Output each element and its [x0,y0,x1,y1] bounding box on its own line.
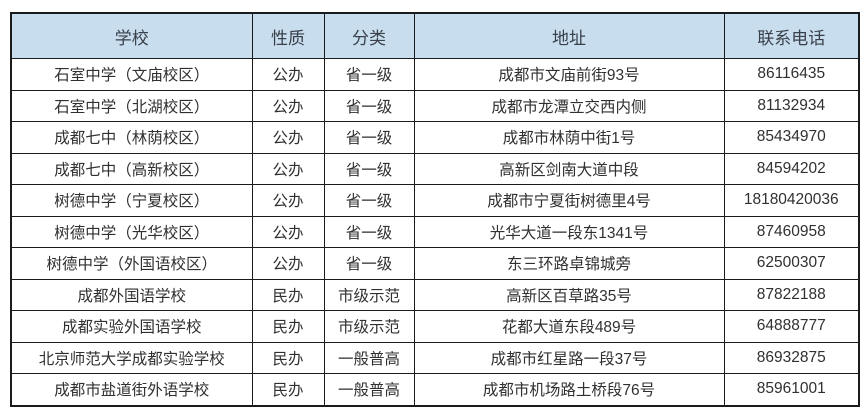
cell-school: 成都七中（高新校区） [10,152,253,185]
cell-nature: 民办 [251,278,325,311]
cell-address: 光华大道一段东1341号 [413,215,725,248]
cell-school: 成都市盐道街外语学校 [10,373,253,406]
cell-phone: 85961001 [723,373,860,406]
cell-phone: 84594202 [723,152,860,185]
cell-school: 成都七中（林荫校区） [10,121,253,154]
school-table: 学校 性质 分类 地址 联系电话 石室中学（文庙校区） 公办 省一级 成都市文庙前街9… [10,12,860,407]
cell-nature: 公办 [251,247,325,280]
table-row: 北京师范大学成都实验学校 民办 一般普高 成都市红星路一段37号 86932875 [10,341,860,374]
cell-address: 成都市林荫中街1号 [413,121,725,154]
cell-nature: 公办 [251,215,325,248]
cell-school: 树德中学（外国语校区） [10,247,253,280]
cell-category: 省一级 [323,152,415,185]
table-row: 成都七中（林荫校区） 公办 省一级 成都市林荫中街1号 85434970 [10,121,860,154]
table-row: 石室中学（北湖校区） 公办 省一级 成都市龙潭立交西内侧 81132934 [10,89,860,122]
cell-nature: 公办 [251,152,325,185]
header-row: 学校 性质 分类 地址 联系电话 [10,12,860,59]
cell-phone: 62500307 [723,247,860,280]
table-header: 学校 性质 分类 地址 联系电话 [10,12,860,59]
cell-address: 高新区剑南大道中段 [413,152,725,185]
cell-address: 花都大道东段489号 [413,310,725,343]
cell-nature: 公办 [251,184,325,217]
cell-phone: 87460958 [723,215,860,248]
cell-category: 市级示范 [323,310,415,343]
table-body: 石室中学（文庙校区） 公办 省一级 成都市文庙前街93号 86116435 石室中学（北湖… [10,58,860,406]
table-row: 成都外国语学校 民办 市级示范 高新区百草路35号 87822188 [10,278,860,311]
cell-address: 成都市龙潭立交西内侧 [413,89,725,122]
header-school: 学校 [10,12,253,59]
cell-address: 东三环路卓锦城旁 [413,247,725,280]
cell-school: 石室中学（文庙校区） [10,58,253,91]
cell-category: 省一级 [323,121,415,154]
cell-category: 省一级 [323,215,415,248]
cell-nature: 民办 [251,310,325,343]
table-row: 成都七中（高新校区） 公办 省一级 高新区剑南大道中段 84594202 [10,152,860,185]
header-address: 地址 [413,12,725,59]
cell-address: 成都市机场路土桥段76号 [413,373,725,406]
table-row: 成都实验外国语学校 民办 市级示范 花都大道东段489号 64888777 [10,310,860,343]
cell-school: 石室中学（北湖校区） [10,89,253,122]
cell-nature: 公办 [251,58,325,91]
cell-category: 省一级 [323,247,415,280]
table-row: 石室中学（文庙校区） 公办 省一级 成都市文庙前街93号 86116435 [10,58,860,91]
cell-school: 北京师范大学成都实验学校 [10,341,253,374]
cell-phone: 87822188 [723,278,860,311]
cell-address: 成都市红星路一段37号 [413,341,725,374]
cell-address: 成都市文庙前街93号 [413,58,725,91]
cell-nature: 公办 [251,89,325,122]
cell-school: 树德中学（宁夏校区） [10,184,253,217]
cell-school: 成都实验外国语学校 [10,310,253,343]
header-category: 分类 [323,12,415,59]
table-row: 树德中学（外国语校区） 公办 省一级 东三环路卓锦城旁 62500307 [10,247,860,280]
cell-school: 树德中学（光华校区） [10,215,253,248]
cell-phone: 86932875 [723,341,860,374]
cell-address: 成都市宁夏街树德里4号 [413,184,725,217]
cell-category: 市级示范 [323,278,415,311]
cell-nature: 民办 [251,373,325,406]
cell-phone: 81132934 [723,89,860,122]
table-row: 树德中学（宁夏校区） 公办 省一级 成都市宁夏街树德里4号 18180420036 [10,184,860,217]
cell-nature: 民办 [251,341,325,374]
cell-phone: 86116435 [723,58,860,91]
cell-school: 成都外国语学校 [10,278,253,311]
cell-address: 高新区百草路35号 [413,278,725,311]
header-phone: 联系电话 [723,12,860,59]
cell-category: 省一级 [323,89,415,122]
cell-phone: 85434970 [723,121,860,154]
table-row: 成都市盐道街外语学校 民办 一般普高 成都市机场路土桥段76号 85961001 [10,373,860,406]
cell-category: 省一级 [323,58,415,91]
cell-phone: 18180420036 [723,184,860,217]
header-nature: 性质 [251,12,325,59]
cell-phone: 64888777 [723,310,860,343]
cell-category: 一般普高 [323,341,415,374]
table-row: 树德中学（光华校区） 公办 省一级 光华大道一段东1341号 87460958 [10,215,860,248]
cell-nature: 公办 [251,121,325,154]
cell-category: 省一级 [323,184,415,217]
cell-category: 一般普高 [323,373,415,406]
